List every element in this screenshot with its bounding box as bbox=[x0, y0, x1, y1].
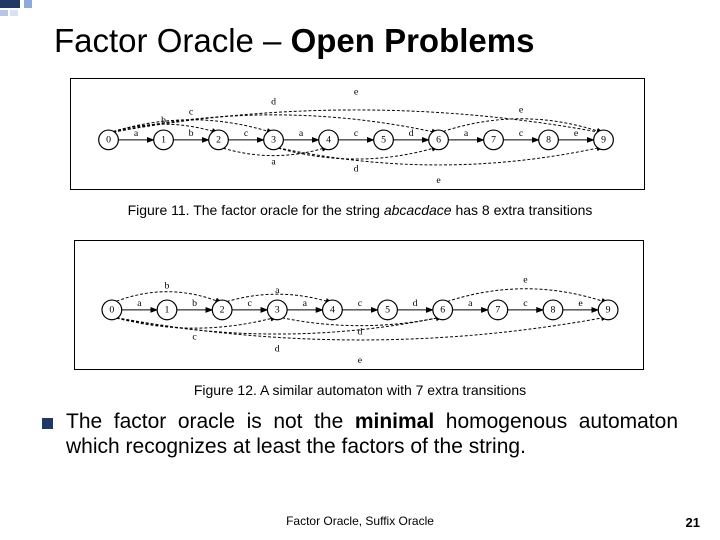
bullet-icon bbox=[42, 418, 53, 429]
svg-text:e: e bbox=[354, 87, 359, 98]
svg-text:a: a bbox=[137, 298, 142, 309]
svg-text:c: c bbox=[248, 298, 253, 309]
page-number: 21 bbox=[686, 515, 700, 530]
svg-text:1: 1 bbox=[161, 134, 166, 145]
accent-decoration bbox=[0, 0, 64, 16]
svg-text:2: 2 bbox=[220, 304, 225, 315]
svg-text:a: a bbox=[303, 298, 308, 309]
svg-text:2: 2 bbox=[216, 134, 221, 145]
svg-text:1: 1 bbox=[165, 304, 170, 315]
svg-text:8: 8 bbox=[546, 134, 551, 145]
svg-text:a: a bbox=[271, 156, 276, 167]
svg-text:d: d bbox=[358, 327, 363, 338]
svg-text:a: a bbox=[275, 285, 280, 296]
svg-text:c: c bbox=[192, 331, 197, 342]
svg-text:e: e bbox=[578, 298, 583, 309]
figure-12-caption: Figure 12. A similar automaton with 7 ex… bbox=[0, 382, 720, 398]
svg-text:9: 9 bbox=[606, 304, 611, 315]
svg-text:e: e bbox=[574, 128, 579, 139]
figure-12-box: a b c a c d a c e b c d e a d e 0 1 2 3 4 5 6 7 8 9 bbox=[74, 240, 644, 370]
svg-text:6: 6 bbox=[440, 304, 445, 315]
svg-text:8: 8 bbox=[551, 304, 556, 315]
svg-text:7: 7 bbox=[495, 304, 500, 315]
svg-text:3: 3 bbox=[271, 134, 276, 145]
svg-text:c: c bbox=[244, 128, 249, 139]
svg-text:c: c bbox=[354, 128, 359, 139]
svg-text:b: b bbox=[189, 128, 194, 139]
svg-text:5: 5 bbox=[381, 134, 386, 145]
svg-text:d: d bbox=[271, 97, 276, 108]
svg-text:3: 3 bbox=[275, 304, 280, 315]
svg-text:e: e bbox=[436, 175, 441, 186]
figure-11-box: abcacdacebcdeadee0123456789 bbox=[70, 78, 645, 190]
slide-title: Factor Oracle – Open Problems bbox=[54, 22, 534, 60]
svg-text:c: c bbox=[189, 106, 194, 117]
figure-11-caption: Figure 11. The factor oracle for the str… bbox=[0, 202, 720, 218]
svg-text:c: c bbox=[519, 128, 524, 139]
footer-text: Factor Oracle, Suffix Oracle bbox=[0, 514, 720, 528]
svg-text:c: c bbox=[523, 298, 528, 309]
svg-text:a: a bbox=[134, 128, 139, 139]
svg-text:a: a bbox=[468, 298, 473, 309]
svg-text:d: d bbox=[409, 128, 414, 139]
svg-text:c: c bbox=[358, 298, 363, 309]
svg-text:7: 7 bbox=[491, 134, 496, 145]
svg-text:0: 0 bbox=[106, 134, 111, 145]
svg-text:d: d bbox=[413, 298, 418, 309]
svg-text:0: 0 bbox=[109, 304, 114, 315]
svg-text:b: b bbox=[165, 280, 170, 291]
svg-text:d: d bbox=[275, 343, 280, 354]
svg-text:d: d bbox=[354, 163, 359, 174]
svg-text:e: e bbox=[519, 104, 524, 115]
svg-text:5: 5 bbox=[385, 304, 390, 315]
svg-text:e: e bbox=[523, 274, 528, 285]
svg-text:a: a bbox=[299, 128, 304, 139]
svg-text:b: b bbox=[192, 298, 197, 309]
svg-text:b: b bbox=[161, 115, 166, 126]
svg-text:6: 6 bbox=[436, 134, 441, 145]
svg-text:a: a bbox=[464, 128, 469, 139]
svg-text:4: 4 bbox=[330, 304, 335, 315]
svg-text:4: 4 bbox=[326, 134, 331, 145]
title-pre: Factor Oracle – bbox=[54, 22, 291, 59]
title-bold: Open Problems bbox=[291, 22, 535, 59]
svg-text:9: 9 bbox=[601, 134, 606, 145]
body-text: The factor oracle is not the minimal hom… bbox=[66, 410, 678, 460]
svg-text:e: e bbox=[358, 355, 363, 366]
